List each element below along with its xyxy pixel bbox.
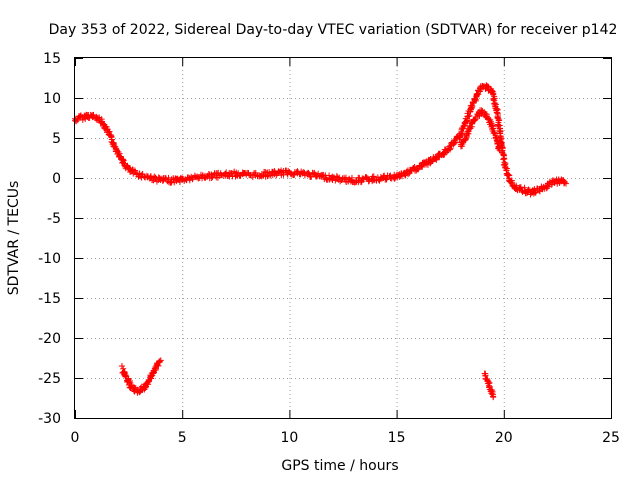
data-point bbox=[543, 185, 550, 192]
data-point bbox=[497, 130, 504, 137]
series-main bbox=[71, 82, 569, 198]
data-point bbox=[156, 358, 163, 365]
data-points bbox=[71, 82, 569, 401]
y-axis-label: SDTVAR / TECUs bbox=[6, 181, 22, 296]
axis-ticks: 0 5 10 15 20 25 15 10 5 0 -5 -10 -15 -20 -25 -30 bbox=[38, 51, 620, 446]
x-tick-label: 0 bbox=[71, 430, 80, 446]
data-point bbox=[473, 91, 480, 98]
data-point bbox=[490, 393, 497, 400]
data-point bbox=[418, 163, 425, 170]
data-point bbox=[562, 180, 569, 187]
y-tick-label: -15 bbox=[38, 291, 61, 307]
data-point bbox=[307, 173, 314, 180]
x-tick-label: 25 bbox=[602, 430, 620, 446]
data-point bbox=[157, 357, 164, 364]
data-point bbox=[369, 178, 376, 185]
y-tick-label: 5 bbox=[52, 131, 61, 147]
data-point bbox=[458, 130, 465, 137]
data-point bbox=[405, 171, 412, 178]
data-point bbox=[486, 383, 493, 390]
data-point bbox=[155, 362, 162, 369]
data-point bbox=[549, 181, 556, 188]
data-point bbox=[472, 115, 479, 122]
data-point bbox=[122, 371, 129, 378]
series-arc-left bbox=[118, 357, 164, 396]
data-point bbox=[452, 139, 459, 146]
x-axis-label: GPS time / hours bbox=[281, 458, 398, 474]
data-point bbox=[428, 158, 435, 165]
chart-title: Day 353 of 2022, Sidereal Day-to-day VTE… bbox=[49, 22, 618, 38]
data-point bbox=[469, 99, 476, 106]
data-point bbox=[504, 172, 511, 179]
y-tick-label: -30 bbox=[38, 411, 61, 427]
data-point bbox=[527, 191, 534, 198]
data-point bbox=[348, 174, 355, 181]
x-tick-label: 10 bbox=[280, 430, 298, 446]
data-point bbox=[521, 184, 528, 191]
data-point bbox=[466, 112, 473, 119]
y-tick-label: -5 bbox=[47, 211, 61, 227]
y-tick-label: -25 bbox=[38, 371, 61, 387]
data-point bbox=[517, 184, 524, 191]
series-segment-right bbox=[481, 370, 497, 401]
y-tick-label: -20 bbox=[38, 331, 61, 347]
data-point bbox=[435, 153, 442, 160]
data-point bbox=[472, 117, 479, 124]
x-tick-label: 5 bbox=[178, 430, 187, 446]
x-tick-label: 20 bbox=[495, 430, 513, 446]
data-point bbox=[447, 145, 454, 152]
data-point bbox=[482, 370, 489, 377]
y-tick-label: 10 bbox=[43, 91, 61, 107]
data-point bbox=[118, 363, 125, 370]
y-tick-label: 15 bbox=[43, 51, 61, 67]
data-point bbox=[370, 173, 377, 180]
data-point bbox=[148, 373, 155, 380]
data-point bbox=[495, 122, 502, 129]
x-tick-label: 15 bbox=[388, 430, 406, 446]
data-point bbox=[432, 155, 439, 162]
data-point bbox=[492, 101, 499, 108]
plot-frame bbox=[74, 57, 612, 419]
data-point bbox=[496, 147, 503, 153]
data-point bbox=[501, 155, 508, 162]
data-point bbox=[205, 170, 212, 177]
data-point bbox=[99, 120, 106, 127]
data-point bbox=[472, 96, 479, 103]
data-point bbox=[465, 113, 472, 120]
data-point bbox=[116, 150, 123, 157]
data-point bbox=[532, 189, 539, 196]
y-tick-label: -10 bbox=[38, 251, 61, 267]
series-lower-branch bbox=[457, 107, 503, 153]
data-point bbox=[74, 117, 81, 124]
data-point bbox=[460, 125, 467, 132]
data-point bbox=[459, 131, 466, 138]
y-tick-label: 0 bbox=[52, 171, 61, 187]
